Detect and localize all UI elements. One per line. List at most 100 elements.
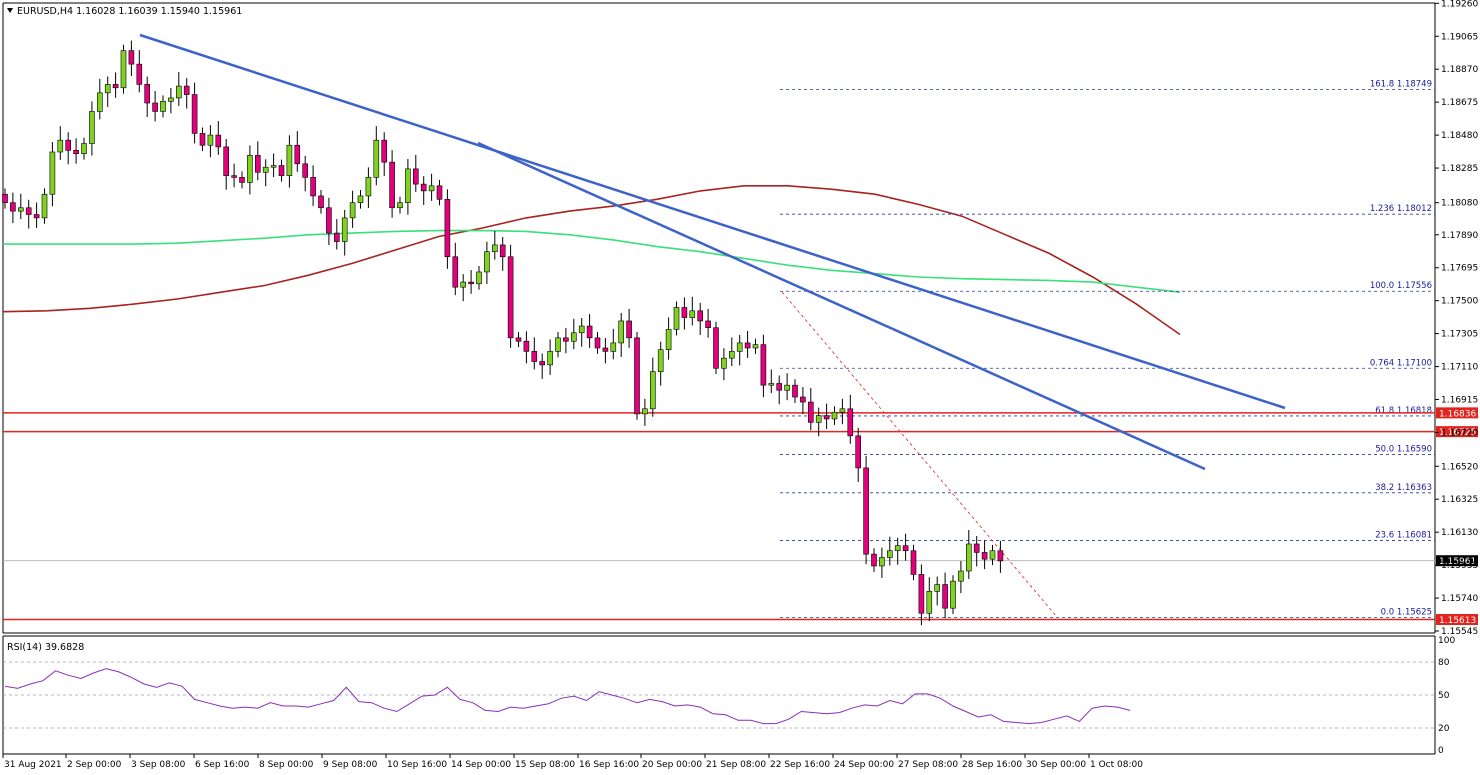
candle-body[interactable] — [950, 580, 956, 609]
candle-body[interactable] — [768, 383, 775, 386]
candle-body[interactable] — [97, 92, 103, 112]
candle-body[interactable] — [25, 207, 32, 215]
candle-body[interactable] — [744, 342, 751, 349]
candle-body[interactable] — [341, 217, 348, 242]
rsi-line[interactable] — [4, 668, 1131, 725]
candle-body[interactable] — [41, 193, 48, 219]
candle-body[interactable] — [10, 202, 16, 212]
candle-body[interactable] — [894, 545, 901, 552]
candle-body[interactable] — [310, 177, 316, 197]
candle-body[interactable] — [373, 139, 380, 178]
candle-body[interactable] — [697, 310, 704, 322]
candle-body[interactable] — [412, 168, 419, 185]
candle-body[interactable] — [176, 85, 182, 99]
candle-body[interactable] — [365, 177, 372, 197]
candle-body[interactable] — [326, 207, 332, 234]
trendline-lower[interactable] — [477, 141, 1206, 471]
candle-body[interactable] — [136, 63, 143, 85]
candle-body[interactable] — [736, 342, 743, 352]
candle-body[interactable] — [728, 351, 735, 359]
fib-swing-line[interactable] — [781, 291, 1058, 618]
candle-body[interactable] — [871, 553, 877, 567]
candle-body[interactable] — [286, 144, 293, 176]
candle-body[interactable] — [444, 199, 451, 258]
candle-body[interactable] — [800, 396, 806, 403]
candle-body[interactable] — [673, 307, 680, 330]
candle-body[interactable] — [807, 401, 814, 423]
candle-body[interactable] — [570, 332, 577, 342]
candle-body[interactable] — [547, 351, 553, 366]
candle-body[interactable] — [452, 256, 459, 288]
candle-body[interactable] — [657, 349, 664, 372]
candle-body[interactable] — [689, 310, 696, 318]
candle-body[interactable] — [934, 584, 941, 592]
candle-body[interactable] — [333, 232, 340, 242]
candle-body[interactable] — [973, 543, 980, 553]
candle-body[interactable] — [705, 320, 711, 329]
candle-body[interactable] — [665, 329, 672, 350]
candle-body[interactable] — [918, 574, 925, 614]
candle-body[interactable] — [776, 383, 783, 391]
candle-body[interactable] — [112, 84, 119, 89]
candle-body[interactable] — [839, 408, 846, 413]
candle-body[interactable] — [594, 337, 601, 349]
candle-body[interactable] — [847, 408, 854, 437]
candle-body[interactable] — [302, 163, 309, 178]
candle-body[interactable] — [491, 244, 498, 252]
candle-body[interactable] — [294, 144, 301, 165]
candle-body[interactable] — [460, 281, 467, 288]
candle-body[interactable] — [270, 165, 277, 168]
candle-body[interactable] — [262, 166, 269, 173]
candle-body[interactable] — [405, 168, 411, 203]
candle-body[interactable] — [128, 50, 135, 65]
candle-body[interactable] — [792, 384, 798, 398]
candle-body[interactable] — [626, 320, 632, 339]
candle-body[interactable] — [997, 550, 1004, 562]
candle-body[interactable] — [199, 133, 206, 146]
candle-body[interactable] — [436, 185, 443, 200]
candle-body[interactable] — [981, 552, 988, 560]
candle-body[interactable] — [349, 202, 356, 219]
candle-body[interactable] — [120, 50, 127, 89]
candle-body[interactable] — [65, 139, 71, 151]
moving-average-fast-line[interactable] — [2, 185, 1181, 336]
candle-body[interactable] — [57, 139, 64, 153]
candle-body[interactable] — [926, 590, 933, 614]
candle-body[interactable] — [586, 325, 593, 339]
candle-body[interactable] — [255, 155, 261, 173]
candle-body[interactable] — [563, 337, 569, 342]
candle-body[interactable] — [965, 543, 972, 572]
candle-body[interactable] — [531, 351, 538, 362]
candle-body[interactable] — [649, 371, 656, 410]
candle-body[interactable] — [89, 111, 95, 144]
candle-body[interactable] — [73, 150, 79, 154]
candle-body[interactable] — [420, 183, 427, 192]
candle-body[interactable] — [381, 139, 388, 163]
candle-body[interactable] — [855, 435, 862, 469]
candle-body[interactable] — [247, 155, 253, 183]
candle-body[interactable] — [713, 327, 719, 369]
candle-body[interactable] — [183, 85, 190, 95]
candle-body[interactable] — [815, 415, 822, 423]
candle-body[interactable] — [910, 550, 917, 575]
candle-body[interactable] — [152, 102, 158, 112]
candle-body[interactable] — [752, 344, 759, 349]
candle-body[interactable] — [886, 550, 893, 558]
candle-body[interactable] — [618, 320, 625, 344]
candle-body[interactable] — [389, 161, 395, 209]
candle-body[interactable] — [49, 151, 56, 195]
candle-body[interactable] — [207, 134, 214, 146]
candle-body[interactable] — [784, 384, 790, 391]
candle-body[interactable] — [634, 337, 640, 415]
candle-body[interactable] — [602, 347, 609, 352]
candle-body[interactable] — [223, 146, 229, 176]
candle-body[interactable] — [17, 207, 24, 212]
candle-body[interactable] — [642, 408, 648, 415]
candle-body[interactable] — [555, 337, 561, 352]
candle-body[interactable] — [831, 411, 838, 420]
candle-body[interactable] — [278, 165, 285, 176]
candle-body[interactable] — [539, 361, 546, 366]
candle-body[interactable] — [81, 143, 87, 154]
candle-body[interactable] — [160, 101, 166, 112]
candle-body[interactable] — [681, 307, 688, 318]
